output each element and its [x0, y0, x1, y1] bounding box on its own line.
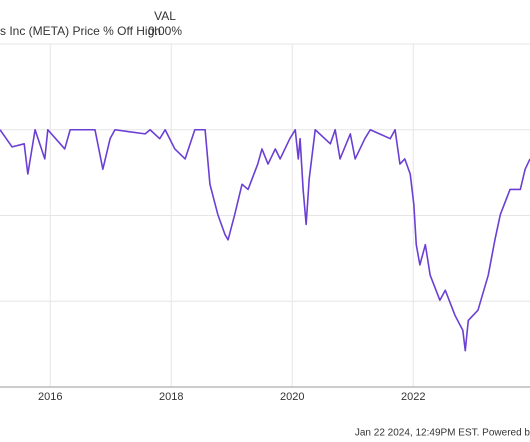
x-tick-label: 2020 — [280, 391, 304, 403]
x-tick-label: 2016 — [38, 391, 62, 403]
legend-header: VAL — [154, 9, 176, 23]
legend-value: 0.00% — [148, 24, 182, 38]
x-tick-label: 2022 — [401, 391, 425, 403]
x-tick-label: 2018 — [159, 391, 183, 403]
footer: Jan 22 2024, 12:49PM EST. Powered b — [355, 428, 530, 439]
line — [0, 128, 530, 352]
legend-entry: s Inc (META) Price % Off High — [0, 24, 161, 38]
